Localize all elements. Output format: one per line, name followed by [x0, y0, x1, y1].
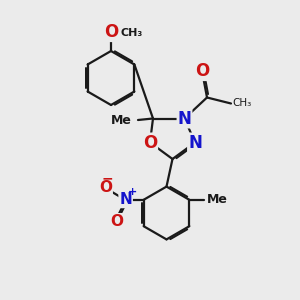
Text: CH₃: CH₃	[232, 98, 252, 109]
Text: O: O	[110, 214, 123, 229]
Text: N: N	[119, 192, 132, 207]
Text: Me: Me	[111, 113, 132, 127]
Text: N: N	[178, 110, 191, 128]
Text: O: O	[143, 134, 157, 152]
Text: Me: Me	[207, 193, 228, 206]
Text: O: O	[104, 23, 118, 41]
Text: CH₃: CH₃	[121, 28, 143, 38]
Text: −: −	[101, 172, 113, 185]
Text: +: +	[128, 187, 137, 197]
Text: O: O	[195, 62, 210, 80]
Text: N: N	[188, 134, 202, 152]
Text: O: O	[99, 180, 112, 195]
